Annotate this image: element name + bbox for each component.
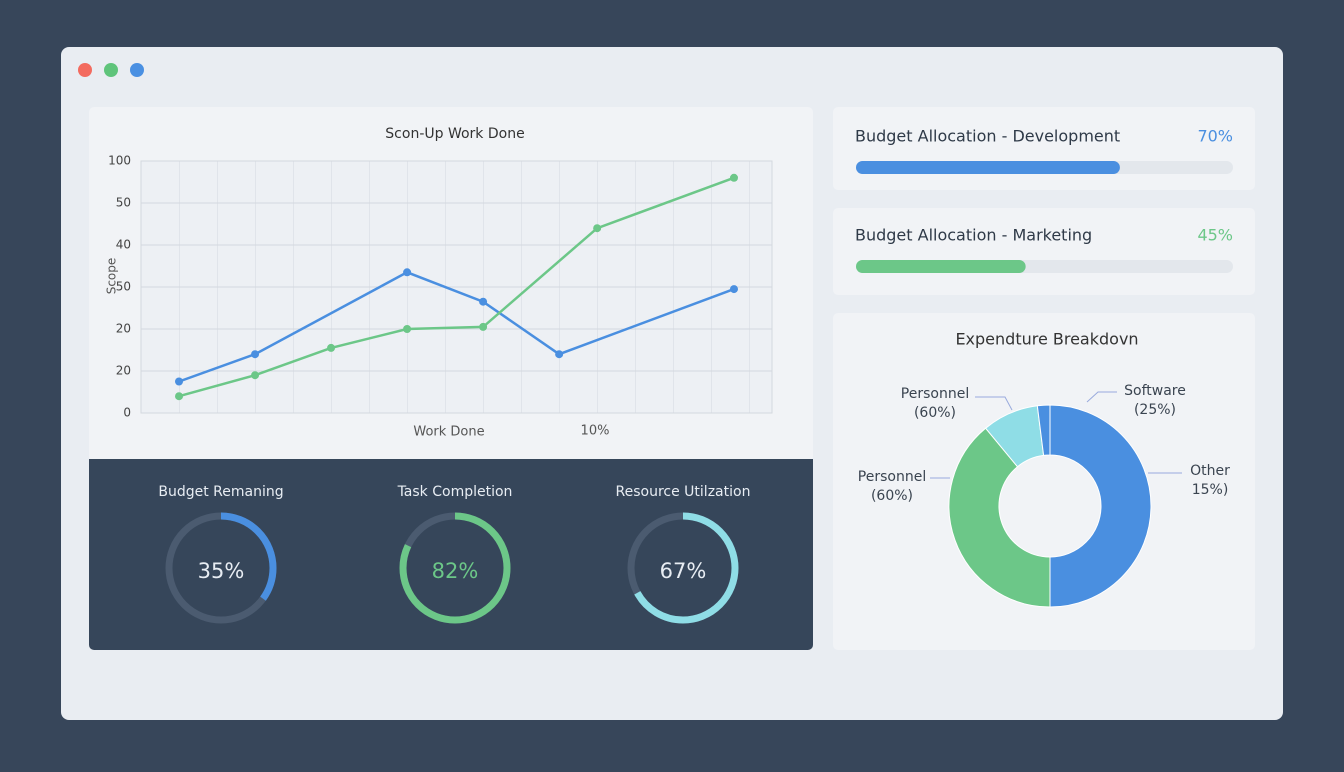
close-button[interactable] [78, 63, 92, 77]
gauge-label: Task Completion [397, 484, 513, 500]
maximize-button[interactable] [104, 63, 118, 77]
point [555, 350, 564, 359]
gauge-value: 35% [198, 559, 245, 583]
donut-slice [1036, 404, 1051, 456]
gauge-arc [627, 512, 739, 624]
donut-label: Personnel [858, 469, 926, 485]
point [729, 173, 738, 182]
budget-card [833, 107, 1255, 190]
y-tick-label: 50 [116, 280, 131, 294]
y-tick-label: 50 [116, 196, 131, 210]
point [251, 350, 260, 359]
donut-title: Expendture Breakdovn [955, 330, 1138, 349]
gauge-label: Resource Utilzation [616, 484, 751, 500]
gauge-panel [89, 459, 813, 650]
y-axis-label: Scope [105, 258, 119, 295]
point [479, 297, 488, 306]
point [403, 268, 412, 277]
donut-label: (60%) [914, 405, 956, 421]
progress-label: Budget Allocation - Development [855, 127, 1120, 146]
donut-label: Other [1190, 463, 1230, 479]
point [327, 343, 336, 352]
donut-label: (60%) [871, 488, 913, 504]
point [593, 224, 602, 233]
y-tick-label: 0 [123, 406, 131, 420]
point [175, 392, 184, 401]
line [178, 270, 735, 383]
y-tick-label: 20 [116, 364, 131, 378]
x-axis-label: Work Done [413, 425, 484, 440]
donut-label: Software [1124, 383, 1186, 399]
progress-label: Budget Allocation - Marketing [855, 226, 1092, 245]
point [479, 322, 488, 331]
donut-slice [1049, 404, 1152, 608]
gauge-value: 82% [432, 559, 479, 583]
progress-value: 70% [1197, 127, 1233, 146]
y-tick-label: 40 [116, 238, 131, 252]
point [251, 371, 260, 380]
point [729, 285, 738, 294]
donut-card [833, 313, 1255, 650]
leader-lines [930, 391, 1182, 479]
y-tick-label: 20 [116, 322, 131, 336]
donut-slice [948, 427, 1051, 608]
gauge-arc [399, 512, 511, 624]
donut-label: Personnel [901, 386, 969, 402]
progress-bar [856, 260, 1026, 273]
annotation: 10% [581, 424, 610, 439]
donut-label: (25%) [1134, 402, 1176, 418]
minimize-button[interactable] [130, 63, 144, 77]
gauge-value: 67% [660, 559, 707, 583]
gauge-arc [165, 512, 277, 624]
budget-card [833, 208, 1255, 295]
progress-bar [856, 161, 1120, 174]
chart-title: Scon-Up Work Done [385, 126, 524, 142]
point [403, 325, 412, 333]
y-tick-label: 100 [108, 154, 131, 168]
donut-label: 15%) [1192, 482, 1229, 498]
point [175, 377, 184, 386]
progress-value: 45% [1197, 226, 1233, 245]
gauge-label: Budget Remaning [158, 484, 283, 500]
